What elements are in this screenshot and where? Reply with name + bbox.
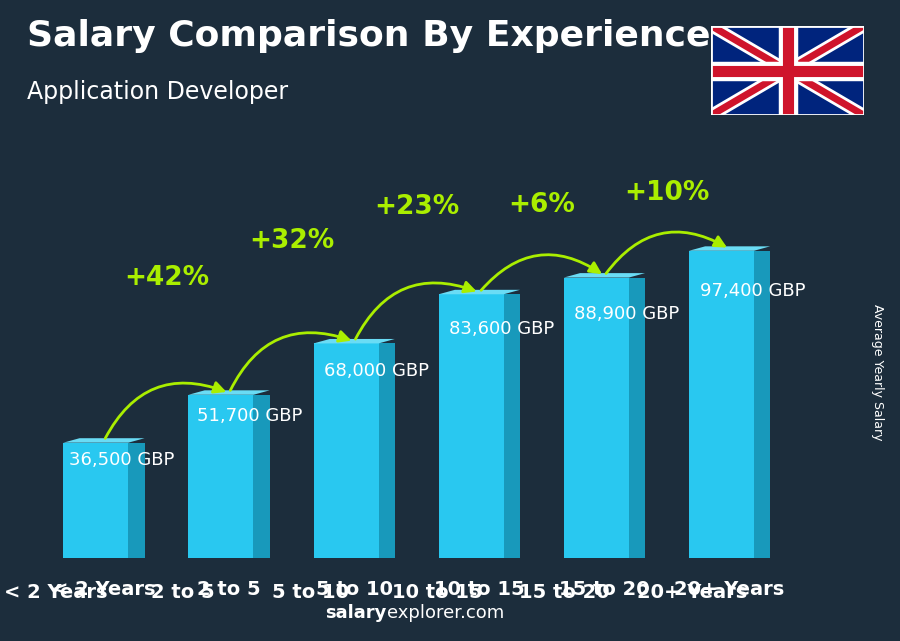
Text: 15 to 20: 15 to 20 [519, 583, 610, 603]
Text: +6%: +6% [508, 192, 575, 218]
Text: < 2 Years: < 2 Years [52, 580, 156, 599]
Text: 5 to 10: 5 to 10 [316, 580, 392, 599]
Polygon shape [688, 251, 754, 558]
Text: < 2 Years: < 2 Years [4, 583, 108, 603]
Polygon shape [688, 246, 770, 251]
Polygon shape [629, 278, 645, 558]
Polygon shape [438, 290, 520, 294]
Polygon shape [504, 294, 520, 558]
Polygon shape [563, 278, 629, 558]
Text: 2 to 5: 2 to 5 [197, 580, 261, 599]
Text: 10 to 15: 10 to 15 [434, 580, 525, 599]
Text: 51,700 GBP: 51,700 GBP [196, 407, 302, 425]
Text: Average Yearly Salary: Average Yearly Salary [871, 304, 884, 440]
Text: 20+ Years: 20+ Years [636, 583, 747, 603]
Polygon shape [63, 443, 129, 558]
Text: Application Developer: Application Developer [27, 80, 288, 104]
Polygon shape [129, 443, 145, 558]
Text: +42%: +42% [124, 265, 209, 290]
Polygon shape [313, 344, 379, 558]
Text: 88,900 GBP: 88,900 GBP [574, 305, 680, 323]
Polygon shape [313, 339, 395, 344]
Text: explorer.com: explorer.com [387, 604, 504, 622]
Polygon shape [379, 344, 395, 558]
Polygon shape [188, 390, 270, 395]
Text: +32%: +32% [249, 228, 334, 254]
Polygon shape [754, 251, 770, 558]
Text: 20+ Years: 20+ Years [674, 580, 785, 599]
Text: salary: salary [326, 604, 387, 622]
Text: 2 to 5: 2 to 5 [151, 583, 215, 603]
Text: 10 to 15: 10 to 15 [392, 583, 482, 603]
Text: +23%: +23% [374, 194, 459, 220]
Polygon shape [254, 395, 270, 558]
Text: 83,600 GBP: 83,600 GBP [449, 319, 554, 338]
Text: 5 to 10: 5 to 10 [272, 583, 349, 603]
Text: 97,400 GBP: 97,400 GBP [699, 281, 805, 300]
Polygon shape [188, 395, 254, 558]
Text: 15 to 20: 15 to 20 [559, 580, 650, 599]
Text: 36,500 GBP: 36,500 GBP [69, 451, 175, 469]
Polygon shape [563, 273, 645, 278]
Polygon shape [438, 294, 504, 558]
Text: Salary Comparison By Experience: Salary Comparison By Experience [27, 19, 710, 53]
Text: +10%: +10% [625, 180, 710, 206]
Polygon shape [63, 438, 145, 443]
Text: 68,000 GBP: 68,000 GBP [324, 362, 429, 380]
